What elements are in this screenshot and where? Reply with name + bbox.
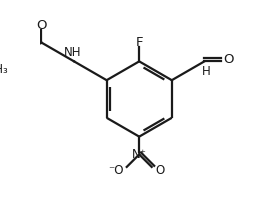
Text: F: F — [135, 36, 143, 49]
Text: H: H — [202, 65, 210, 78]
Text: N⁺: N⁺ — [132, 148, 147, 161]
Text: O: O — [155, 164, 164, 177]
Text: ⁻O: ⁻O — [108, 164, 123, 177]
Text: CH₃: CH₃ — [0, 63, 8, 76]
Text: O: O — [36, 19, 47, 32]
Text: O: O — [223, 53, 233, 66]
Text: NH: NH — [64, 46, 82, 59]
